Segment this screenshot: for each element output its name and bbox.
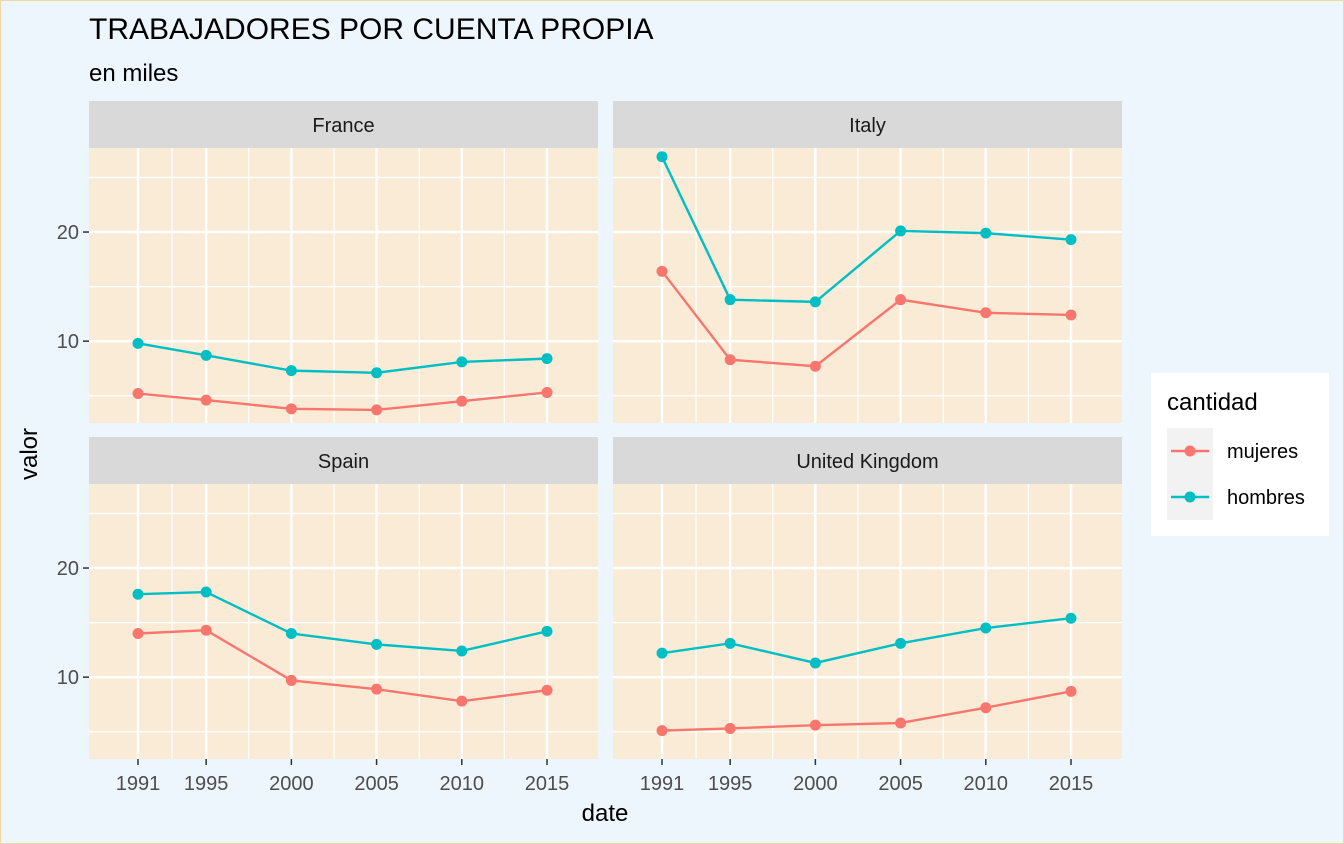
data-point-mujeres [200, 624, 212, 636]
series-line-mujeres [137, 629, 548, 703]
legend-title: cantidad [1167, 389, 1258, 416]
data-point-hombres [1065, 612, 1077, 624]
data-point-hombres [980, 227, 992, 239]
x-tick-label: 2015 [525, 773, 570, 795]
series-line-hombres [660, 156, 1072, 304]
data-point-mujeres [285, 403, 297, 415]
data-point-hombres [980, 622, 992, 634]
data-point-mujeres [132, 628, 144, 640]
panel-background [89, 148, 598, 423]
y-axis-title: valor [16, 428, 43, 480]
chart-subtitle: en miles [89, 60, 178, 87]
data-point-mujeres [371, 683, 383, 695]
data-point-hombres [285, 365, 297, 377]
x-tick-label: 1995 [708, 773, 753, 795]
data-point-mujeres [1065, 685, 1077, 697]
data-point-mujeres [285, 674, 297, 686]
data-point-hombres [1065, 234, 1077, 246]
x-tick-label: 2005 [878, 773, 923, 795]
facet-strip-label: Italy [849, 115, 886, 137]
data-point-mujeres [456, 395, 468, 407]
data-point-mujeres [724, 354, 736, 366]
x-tick-label: 2000 [793, 773, 838, 795]
series-line-mujeres [661, 270, 1072, 368]
facet-strip [613, 101, 1122, 148]
data-point-hombres [200, 349, 212, 361]
data-point-hombres [656, 647, 668, 659]
y-tick-label: 20 [57, 222, 79, 244]
data-point-hombres [456, 645, 468, 657]
data-point-mujeres [371, 404, 383, 416]
y-tick-label: 10 [57, 667, 79, 689]
panel-france: France 10 20 [57, 101, 598, 423]
series-line-hombres [137, 590, 548, 653]
data-point-mujeres [895, 717, 907, 729]
x-axis-title: date [582, 800, 629, 827]
data-point-mujeres [656, 725, 668, 737]
data-point-hombres [132, 337, 144, 349]
x-tick-label: 1991 [116, 773, 161, 795]
x-tick-label: 2010 [440, 773, 485, 795]
legend-label-mujeres: mujeres [1227, 441, 1298, 463]
data-point-hombres [371, 367, 383, 379]
data-point-mujeres [132, 388, 144, 400]
data-point-hombres [895, 637, 907, 649]
y-tick-label: 10 [57, 331, 79, 353]
panel-background [89, 484, 598, 759]
data-point-hombres [656, 151, 668, 163]
data-point-hombres [724, 637, 736, 649]
x-tick-label: 2010 [964, 773, 1009, 795]
x-tick-label: 1991 [640, 773, 685, 795]
x-tick-label: 1995 [184, 773, 229, 795]
data-point-hombres [724, 294, 736, 306]
data-point-hombres [809, 657, 821, 669]
series-line-mujeres [137, 391, 548, 412]
data-point-hombres [541, 625, 553, 637]
facet-strip-label: France [312, 115, 374, 137]
legend: cantidad mujeres hombres [1151, 373, 1329, 536]
legend-key-point-hombres [1184, 491, 1196, 503]
series-line-hombres [661, 617, 1072, 665]
x-tick-label: 2000 [269, 773, 314, 795]
x-tick-label: 2005 [354, 773, 399, 795]
data-point-mujeres [656, 265, 668, 277]
series-line-hombres [137, 342, 548, 375]
panel-background [613, 148, 1122, 423]
data-point-hombres [895, 225, 907, 237]
facet-strip [613, 437, 1122, 484]
x-tick-label: 2015 [1049, 773, 1094, 795]
data-point-mujeres [809, 360, 821, 372]
data-point-mujeres [456, 695, 468, 707]
data-point-mujeres [980, 702, 992, 714]
chart-title: TRABAJADORES POR CUENTA PROPIA [89, 13, 654, 46]
data-point-hombres [371, 638, 383, 650]
legend-label-hombres: hombres [1227, 487, 1305, 509]
data-point-hombres [200, 586, 212, 598]
data-point-mujeres [1065, 309, 1077, 321]
facet-panels: France 10 20 Italy Spain 10 20 1991 1995 2000 2005… [57, 101, 1122, 795]
data-point-hombres [541, 353, 553, 365]
data-point-mujeres [541, 684, 553, 696]
data-point-hombres [809, 296, 821, 308]
legend-key-point-mujeres [1184, 445, 1196, 457]
panel-italy: Italy [613, 101, 1122, 423]
facet-strip-label: United Kingdom [796, 451, 938, 473]
data-point-hombres [285, 628, 297, 640]
facet-strip [89, 437, 598, 484]
data-point-hombres [132, 588, 144, 600]
data-point-mujeres [200, 394, 212, 406]
data-point-mujeres [724, 722, 736, 734]
data-point-mujeres [895, 294, 907, 306]
panel-united-kingdom: United Kingdom 1991 1995 2000 2005 2010 2015 [613, 437, 1122, 795]
data-point-mujeres [541, 386, 553, 398]
data-point-mujeres [980, 307, 992, 319]
facet-strip [89, 101, 598, 148]
series-line-mujeres [661, 690, 1072, 732]
facet-strip-label: Spain [318, 451, 369, 473]
data-point-hombres [456, 356, 468, 368]
panel-spain: Spain 10 20 1991 1995 2000 2005 2010 2015 [57, 437, 598, 795]
y-tick-label: 20 [57, 558, 79, 580]
data-point-mujeres [809, 719, 821, 731]
